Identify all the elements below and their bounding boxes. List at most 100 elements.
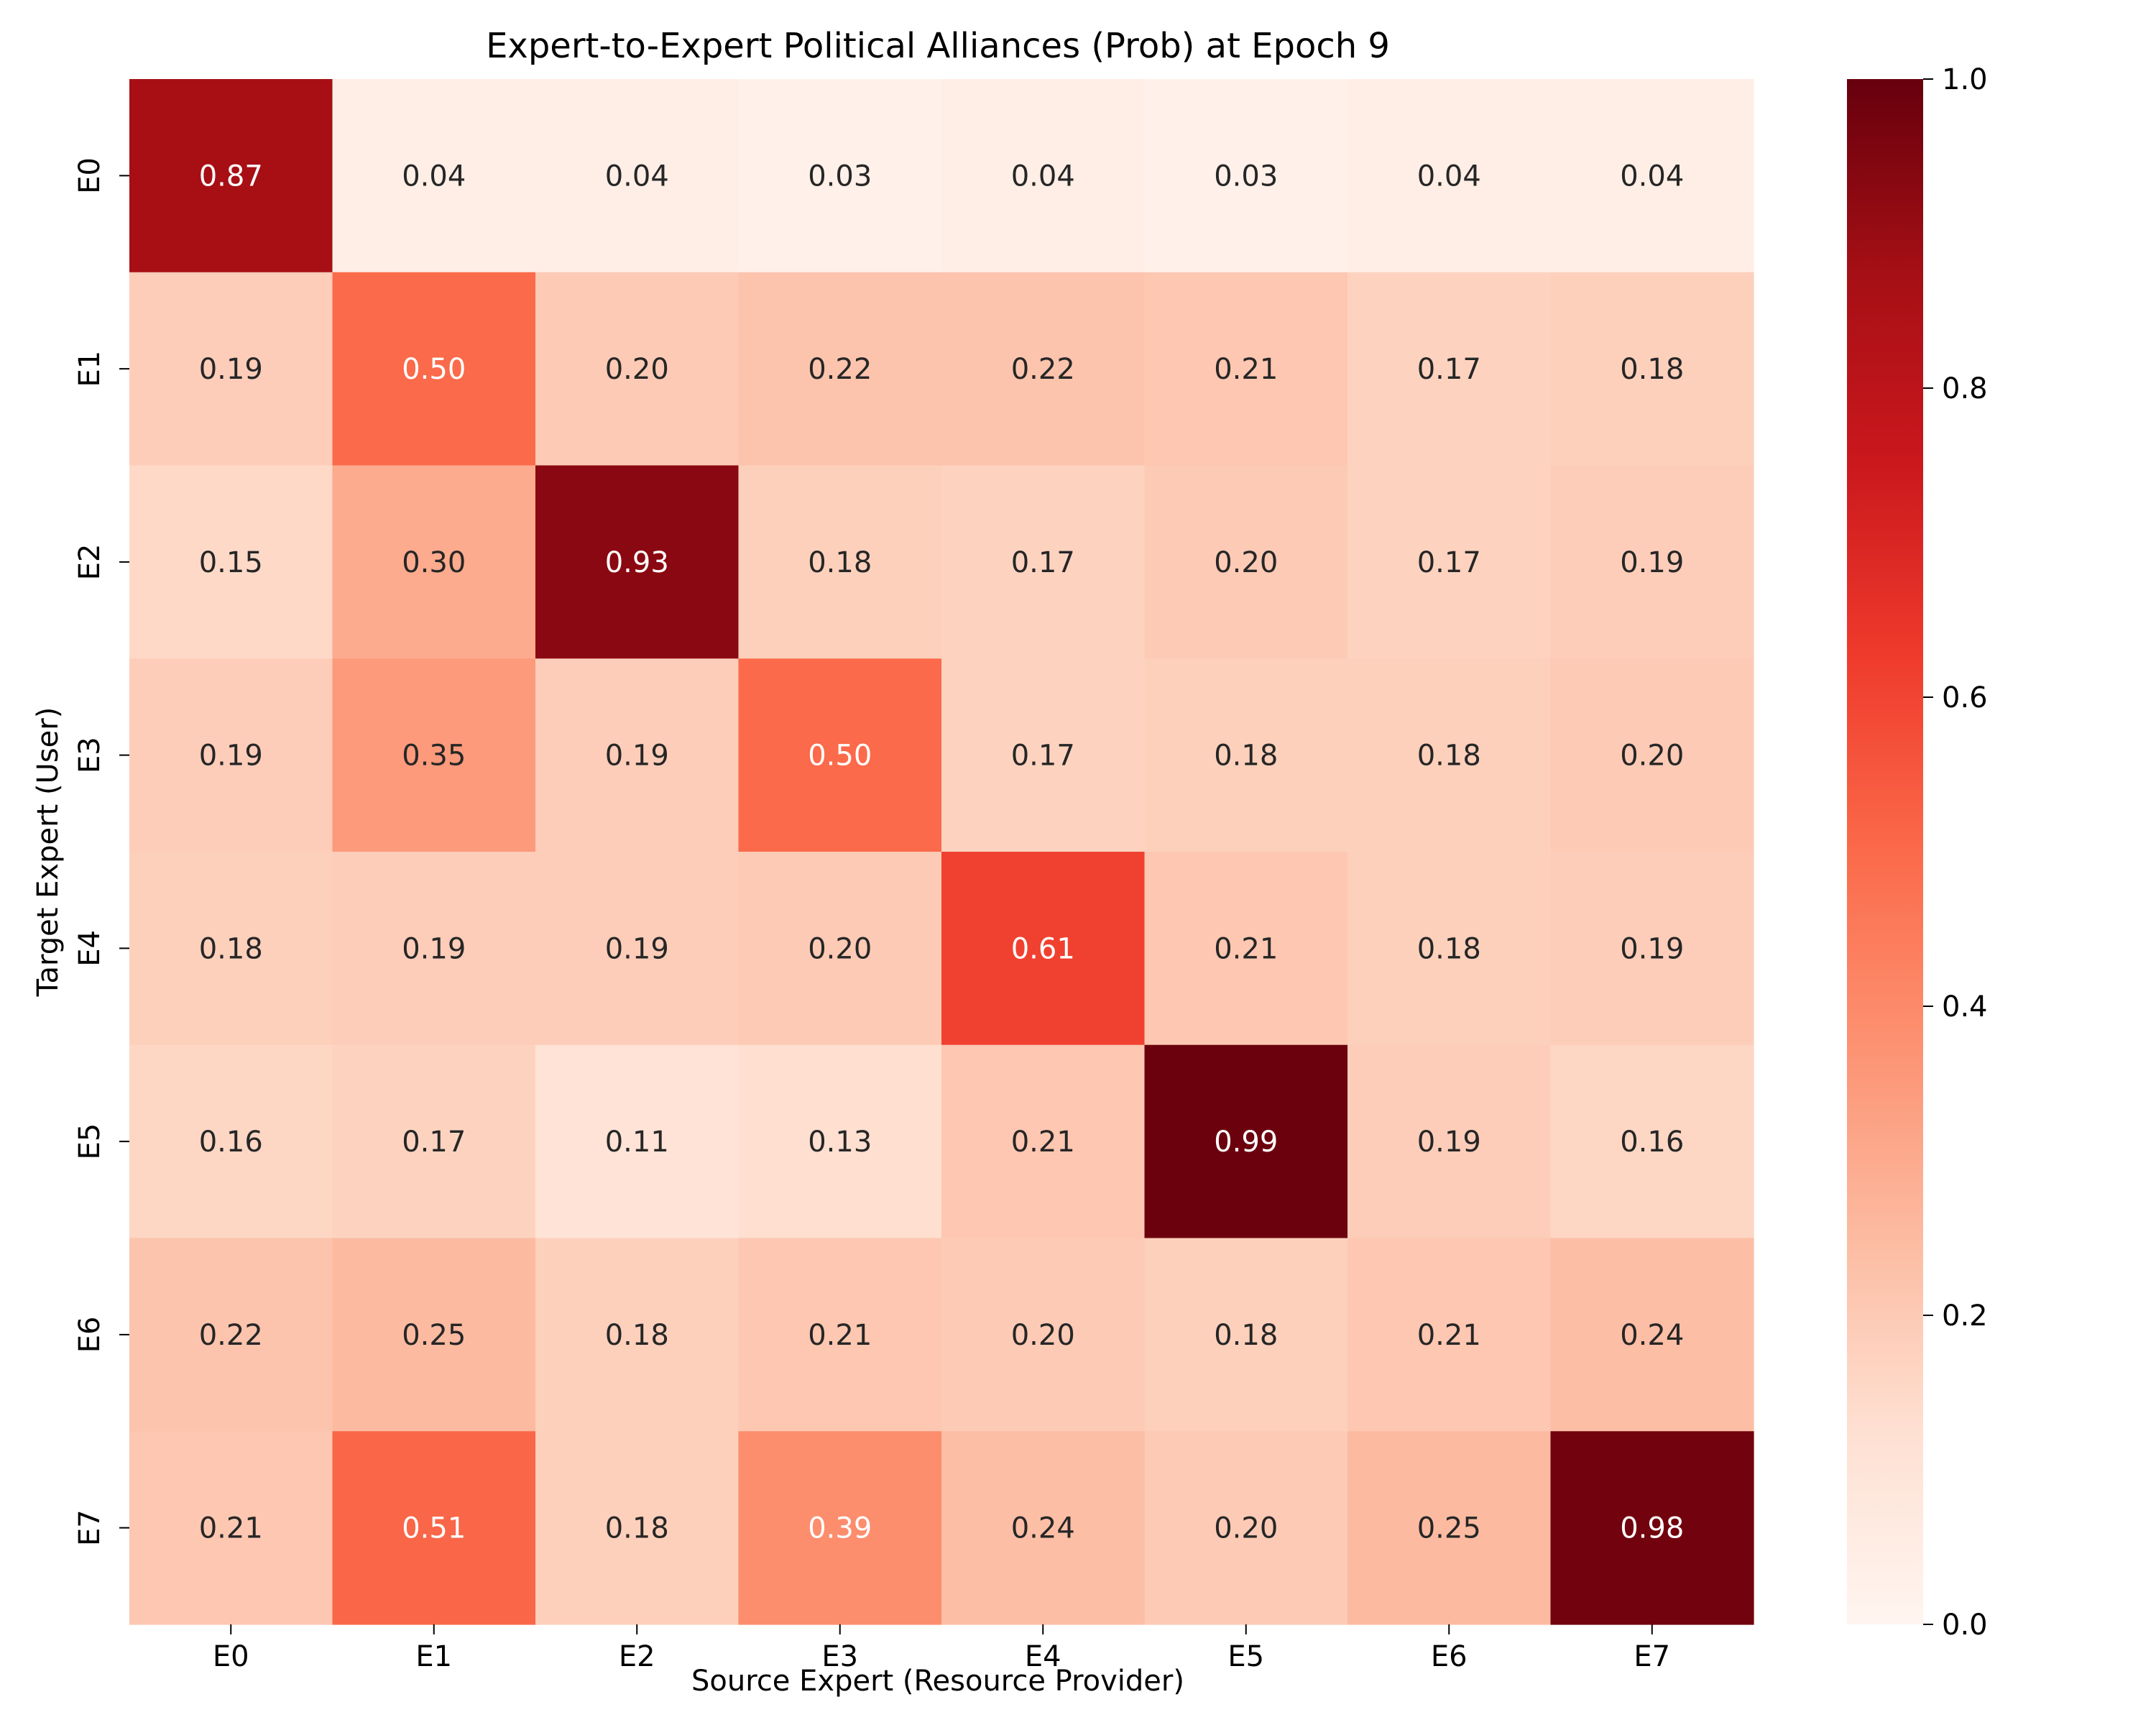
colorbar (1847, 79, 1923, 1624)
colorbar-tick-label-2: 0.4 (1942, 990, 1988, 1024)
cell-value-label-3-4: 0.17 (1011, 740, 1075, 773)
cell-value-label-6-3: 0.21 (808, 1319, 872, 1352)
cell-value-label-1-5: 0.21 (1214, 353, 1278, 386)
cell-value-label-4-3: 0.20 (808, 932, 872, 965)
cell-value-label-2-2: 0.93 (605, 546, 669, 579)
colorbar-tick-label-3: 0.6 (1942, 681, 1988, 714)
cell-value-label-4-4: 0.61 (1011, 932, 1075, 965)
heatmap-cell-2-5 (1144, 465, 1348, 659)
cell-value-label-3-5: 0.18 (1214, 740, 1278, 773)
cell-value-label-3-2: 0.19 (605, 740, 669, 773)
heatmap-cell-0-1 (332, 79, 536, 273)
heatmap-cell-6-1 (332, 1238, 536, 1432)
heatmap-cell-5-3 (738, 1044, 942, 1239)
cell-value-label-0-2: 0.04 (605, 160, 669, 193)
heatmap-cell-6-3 (738, 1238, 942, 1432)
cell-value-label-1-2: 0.20 (605, 353, 669, 386)
heatmap-cell-5-7 (1550, 1044, 1754, 1239)
heatmap-cell-2-7 (1550, 465, 1754, 659)
x-tick-label-4: E4 (1025, 1640, 1061, 1673)
y-axis-ticks: E0 E1 E2 E3 E4 E5 E6 E7 (73, 157, 129, 1546)
colorbar-tick-label-5: 1.0 (1942, 63, 1988, 96)
y-tick-label-5: E5 (73, 1123, 106, 1160)
cell-value-label-0-6: 0.04 (1417, 160, 1481, 193)
heatmap-cell-0-6 (1348, 79, 1552, 273)
y-tick-label-1: E1 (73, 351, 106, 387)
y-tick-label-4: E4 (73, 930, 106, 967)
cell-value-label-4-6: 0.18 (1417, 932, 1481, 965)
y-tick-label-7: E7 (73, 1509, 106, 1546)
x-tick-label-6: E6 (1431, 1640, 1468, 1673)
y-tick-label-0: E0 (73, 157, 106, 194)
cell-value-label-0-3: 0.03 (808, 160, 872, 193)
heatmap-cell-2-4 (941, 465, 1146, 659)
heatmap-cell-3-7 (1550, 658, 1754, 852)
x-tick-label-7: E7 (1634, 1640, 1670, 1673)
heatmap-cell-3-5 (1144, 658, 1348, 852)
cell-value-label-5-0: 0.16 (199, 1126, 263, 1159)
x-axis-ticks: E0 E1 E2 E3 E4 E5 E6 E7 (213, 1624, 1670, 1673)
cell-value-label-5-6: 0.19 (1417, 1126, 1481, 1159)
cell-value-label-6-7: 0.24 (1620, 1319, 1684, 1352)
heatmap-cell-4-0 (129, 852, 333, 1046)
heatmap-cell-7-2 (535, 1431, 740, 1625)
heatmap-cell-7-7 (1550, 1431, 1754, 1625)
cell-value-label-1-3: 0.22 (808, 353, 872, 386)
cell-value-label-1-6: 0.17 (1417, 353, 1481, 386)
cell-value-label-6-2: 0.18 (605, 1319, 669, 1352)
cell-value-label-6-4: 0.20 (1011, 1319, 1075, 1352)
cell-value-label-1-0: 0.19 (199, 353, 263, 386)
heatmap-cell-3-3 (738, 658, 942, 852)
cell-value-label-6-1: 0.25 (402, 1319, 466, 1352)
heatmap-cell-6-7 (1550, 1238, 1754, 1432)
heatmap-cell-7-1 (332, 1431, 536, 1625)
cell-value-label-1-4: 0.22 (1011, 353, 1075, 386)
cell-value-label-4-7: 0.19 (1620, 932, 1684, 965)
heatmap-cell-7-0 (129, 1431, 333, 1625)
colorbar-tick-label-4: 0.8 (1942, 372, 1988, 405)
cell-value-label-6-5: 0.18 (1214, 1319, 1278, 1352)
colorbar-tick-label-0: 0.0 (1942, 1609, 1988, 1642)
heatmap-cell-1-5 (1144, 272, 1348, 466)
cell-value-label-7-1: 0.51 (402, 1512, 466, 1545)
heatmap-cell-7-4 (941, 1431, 1146, 1625)
cell-value-label-7-7: 0.98 (1620, 1512, 1684, 1545)
cell-value-label-1-7: 0.18 (1620, 353, 1684, 386)
cell-value-label-4-0: 0.18 (199, 932, 263, 965)
heatmap-cell-7-6 (1348, 1431, 1552, 1625)
heatmap-cell-1-1 (332, 272, 536, 466)
chart-title: Expert-to-Expert Political Alliances (Pr… (486, 26, 1390, 66)
heatmap-cell-3-4 (941, 658, 1146, 852)
cell-value-label-5-2: 0.11 (605, 1126, 669, 1159)
heatmap-cell-3-0 (129, 658, 333, 852)
heatmap-cell-2-3 (738, 465, 942, 659)
heatmap-cell-4-7 (1550, 852, 1754, 1046)
x-tick-label-1: E1 (415, 1640, 452, 1673)
heatmap-cell-0-2 (535, 79, 740, 273)
heatmap-cell-3-2 (535, 658, 740, 852)
heatmap-cell-2-2 (535, 465, 740, 659)
cell-value-label-4-2: 0.19 (605, 932, 669, 965)
heatmap-cell-labels: 0.87 0.04 0.04 0.03 0.04 0.03 0.04 0.04 0.19 0.50… (199, 160, 1685, 1545)
heatmap-cell-1-0 (129, 272, 333, 466)
cell-value-label-5-5: 0.99 (1214, 1126, 1278, 1159)
cell-value-label-7-3: 0.39 (808, 1512, 872, 1545)
y-axis-label: Target Expert (User) (32, 707, 65, 998)
heatmap-cell-7-5 (1144, 1431, 1348, 1625)
heatmap-cell-0-4 (941, 79, 1146, 273)
cell-value-label-7-0: 0.21 (199, 1512, 263, 1545)
cell-value-label-6-0: 0.22 (199, 1319, 263, 1352)
heatmap-cell-4-1 (332, 852, 536, 1046)
cell-value-label-5-7: 0.16 (1620, 1126, 1684, 1159)
heatmap-cell-6-6 (1348, 1238, 1552, 1432)
cell-value-label-2-7: 0.19 (1620, 546, 1684, 579)
heatmap-cell-4-3 (738, 852, 942, 1046)
cell-value-label-7-4: 0.24 (1011, 1512, 1075, 1545)
cell-value-label-7-6: 0.25 (1417, 1512, 1481, 1545)
cell-value-label-2-1: 0.30 (402, 546, 466, 579)
heatmap-cell-5-1 (332, 1044, 536, 1239)
heatmap-cell-6-5 (1144, 1238, 1348, 1432)
y-tick-label-6: E6 (73, 1317, 106, 1353)
heatmap-cell-1-6 (1348, 272, 1552, 466)
heatmap-cell-4-6 (1348, 852, 1552, 1046)
